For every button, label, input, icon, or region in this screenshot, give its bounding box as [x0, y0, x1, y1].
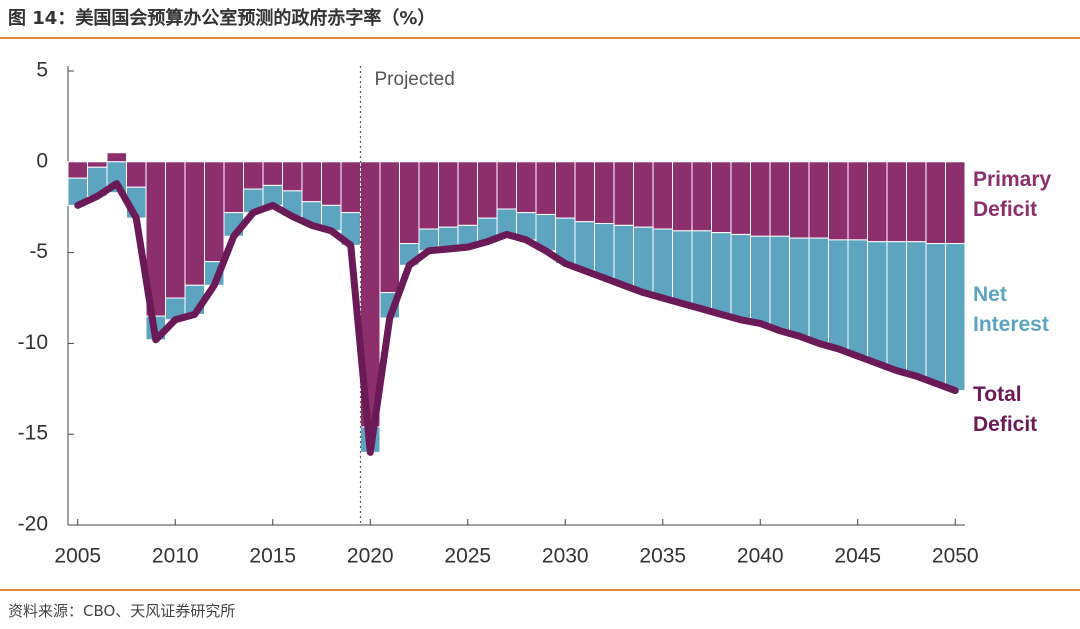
- title: 图 14：美国国会预算办公室预测的政府赤字率（%）: [8, 8, 436, 29]
- bar: [106, 152, 127, 163]
- bar: [789, 161, 810, 239]
- bar: [613, 161, 634, 226]
- bar: [730, 161, 751, 235]
- bar: [184, 161, 205, 286]
- x-tick-label: 2025: [444, 545, 491, 568]
- bar: [418, 161, 439, 230]
- x-tick-label: 2030: [542, 545, 589, 568]
- bar: [379, 161, 400, 294]
- bar: [438, 161, 459, 228]
- bar: [262, 161, 283, 186]
- bar: [301, 161, 322, 203]
- bar: [711, 161, 732, 234]
- bar: [886, 241, 907, 372]
- bar: [126, 161, 147, 188]
- bar: [808, 237, 829, 344]
- bar: [867, 161, 888, 243]
- y-tick-label: -20: [18, 513, 48, 536]
- bar: [282, 161, 303, 192]
- source: 资料来源：CBO、天风证券研究所: [8, 602, 236, 620]
- bar: [828, 161, 849, 241]
- x-tick-label: 2050: [932, 545, 979, 568]
- bar: [769, 235, 790, 332]
- bar: [867, 241, 888, 364]
- bar: [574, 161, 595, 223]
- bar: [67, 161, 88, 179]
- bar: [633, 226, 654, 294]
- bar: [652, 161, 673, 230]
- bar: [769, 161, 790, 237]
- y-tick-label: 5: [36, 59, 48, 82]
- bar: [399, 161, 420, 245]
- bar: [633, 161, 654, 228]
- bar: [477, 161, 498, 219]
- bar: [886, 161, 907, 243]
- bar: [496, 208, 517, 235]
- bar: [750, 235, 771, 324]
- legend-label: Total Deficit: [973, 383, 1038, 436]
- bar: [691, 230, 712, 310]
- bar: [594, 161, 615, 225]
- bar: [828, 239, 849, 350]
- bar: [457, 161, 478, 226]
- total-line: [74, 180, 959, 456]
- y-tick-label: -5: [29, 240, 48, 263]
- bar: [535, 161, 556, 215]
- y-tick-label: 0: [36, 149, 48, 172]
- y-tick-label: -10: [18, 331, 48, 354]
- bar: [516, 161, 537, 214]
- bar: [945, 243, 966, 392]
- x-tick-label: 2010: [152, 545, 199, 568]
- bar: [925, 243, 946, 384]
- bar: [652, 228, 673, 299]
- bar: [711, 232, 732, 315]
- bar: [808, 161, 829, 239]
- bar: [594, 223, 615, 279]
- legend-label: Net Interest: [973, 283, 1049, 336]
- bar: [165, 161, 186, 299]
- bar: [321, 161, 342, 206]
- bar: [574, 221, 595, 272]
- x-tick-label: 2005: [54, 545, 101, 568]
- bar: [496, 161, 517, 210]
- legend-label: Primary Deficit: [973, 168, 1052, 221]
- bar: [906, 241, 927, 377]
- bar: [730, 233, 751, 321]
- bar: [613, 224, 634, 286]
- bar: [340, 161, 361, 214]
- rule: [0, 589, 1080, 591]
- bar: [925, 161, 946, 245]
- bar: [672, 161, 693, 232]
- x-tick-label: 2045: [834, 545, 881, 568]
- rule: [0, 37, 1080, 39]
- bar: [847, 161, 868, 241]
- y-tick-label: -15: [18, 422, 48, 445]
- bar: [204, 161, 225, 263]
- annotation: Projected: [375, 69, 455, 90]
- x-tick-label: 2015: [249, 545, 296, 568]
- bar: [223, 161, 244, 214]
- bar: [789, 237, 810, 337]
- bar: [672, 230, 693, 304]
- bar: [945, 161, 966, 245]
- bar: [555, 161, 576, 219]
- x-tick-label: 2035: [639, 545, 686, 568]
- bar: [847, 239, 868, 357]
- x-tick-label: 2020: [347, 545, 394, 568]
- bar: [87, 161, 108, 168]
- bar: [243, 161, 264, 190]
- bar: [906, 161, 927, 243]
- bar: [750, 161, 771, 237]
- bar: [691, 161, 712, 232]
- x-tick-label: 2040: [737, 545, 784, 568]
